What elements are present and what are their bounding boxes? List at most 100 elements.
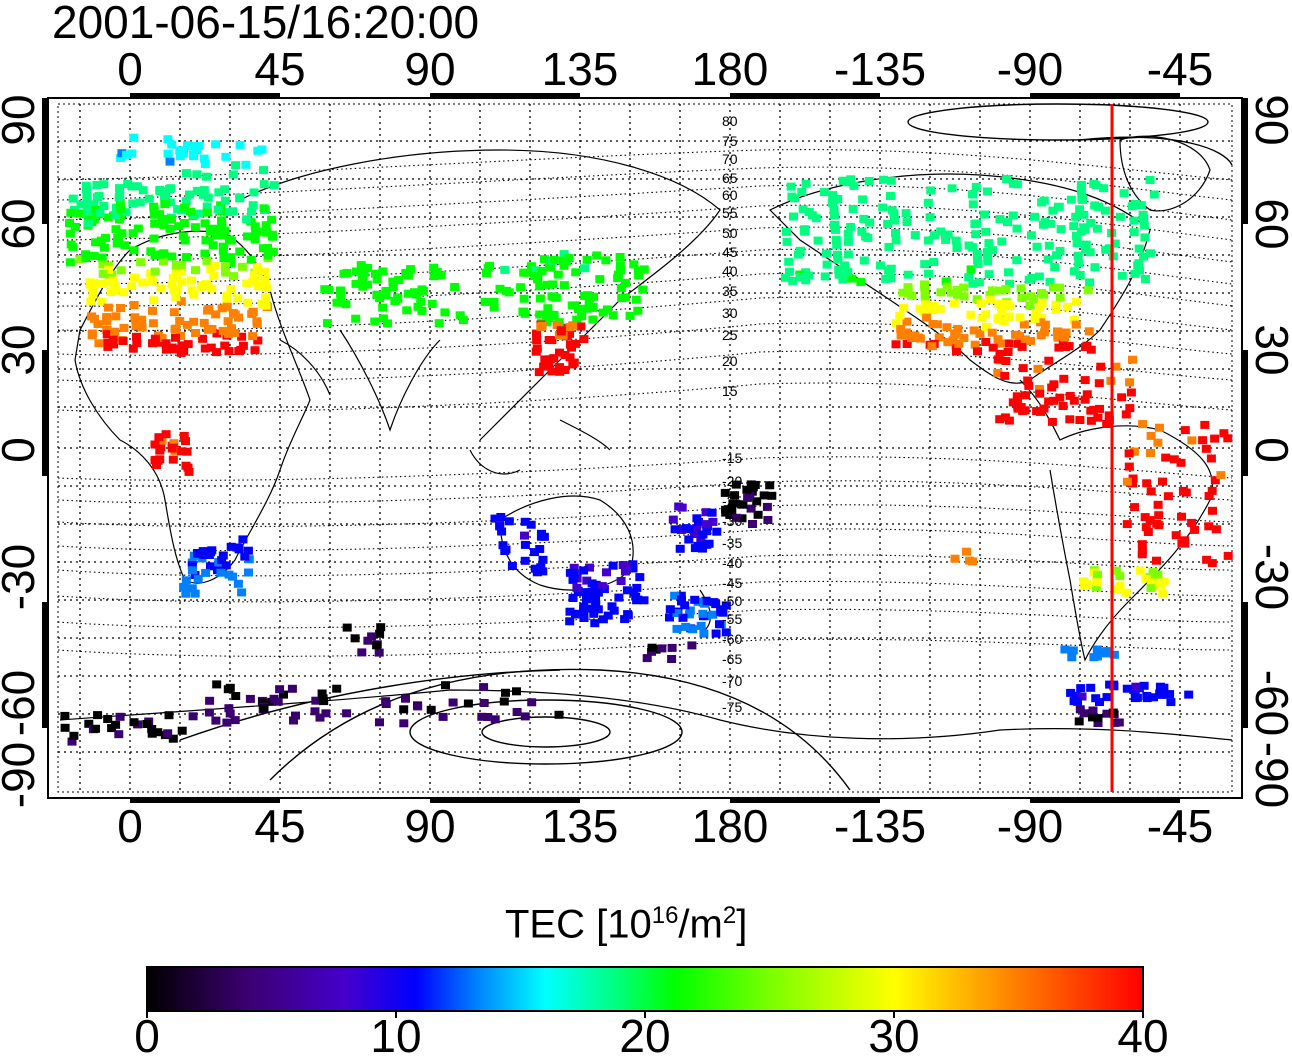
left-lat-label: 90	[0, 94, 44, 145]
tec-cell	[829, 211, 839, 219]
tec-cell	[746, 504, 756, 513]
tec-cell	[1121, 588, 1131, 597]
tec-cell	[1145, 516, 1155, 525]
tec-cell	[577, 588, 587, 597]
tec-cell	[702, 527, 712, 536]
tec-cell	[135, 198, 145, 207]
tec-cell	[83, 208, 93, 217]
tec-cell	[995, 349, 1005, 358]
tec-cell	[902, 317, 912, 326]
tec-cell	[201, 568, 211, 577]
tec-cell	[979, 210, 989, 219]
tec-cell	[622, 586, 632, 595]
tec-cell	[235, 247, 245, 256]
tec-cell	[127, 282, 137, 291]
tec-cell	[1137, 540, 1147, 549]
tec-cell	[185, 190, 194, 199]
contour-value-label: -55	[722, 611, 742, 627]
tec-cell	[1086, 683, 1096, 692]
tec-cell	[1067, 653, 1077, 662]
tec-cell	[342, 623, 352, 632]
tec-cell	[1155, 423, 1164, 432]
tec-cell	[634, 271, 644, 280]
tec-cell	[200, 219, 210, 228]
tec-cell	[88, 290, 98, 299]
tec-cell	[786, 182, 796, 191]
tec-cell	[767, 491, 777, 500]
tec-cell	[108, 276, 118, 285]
tec-cell	[168, 734, 178, 743]
tec-cell	[1048, 206, 1058, 215]
tec-cell	[1002, 175, 1012, 184]
tec-cell	[448, 698, 458, 707]
tec-cell	[450, 283, 460, 291]
tec-cell	[886, 176, 896, 185]
tec-cell	[968, 279, 978, 288]
tec-cell	[98, 260, 108, 269]
contour-value-label: -60	[722, 631, 742, 647]
tec-cell	[243, 298, 253, 307]
tec-cell	[128, 199, 138, 208]
tec-cell	[590, 619, 600, 628]
tec-cell	[109, 333, 118, 342]
tec-cell	[161, 430, 171, 439]
tec-cell	[635, 573, 645, 582]
tec-cell	[383, 319, 392, 328]
tec-cell	[210, 261, 220, 270]
tec-cell	[1053, 327, 1062, 336]
tec-cell	[620, 567, 630, 576]
tec-cell	[901, 209, 911, 218]
tec-cell	[1074, 259, 1084, 268]
tec-cell	[116, 266, 126, 275]
tec-cell	[843, 250, 853, 259]
tec-cell	[200, 249, 210, 258]
tec-colorbar	[146, 966, 1144, 1012]
tec-cell	[269, 181, 279, 190]
tec-cell	[1080, 395, 1090, 404]
top-lon-label: -135	[834, 43, 926, 95]
tec-cell	[665, 613, 674, 622]
tec-cell	[245, 694, 255, 703]
tec-cell	[638, 285, 648, 294]
tec-cell	[402, 306, 412, 315]
tec-cell	[94, 339, 104, 348]
tec-cell	[1083, 286, 1093, 295]
tec-cell	[168, 455, 178, 464]
tec-cell	[832, 240, 842, 249]
tec-cell	[859, 256, 869, 265]
tec-cell	[535, 310, 545, 319]
tec-cell	[1149, 190, 1159, 199]
tec-cell	[371, 269, 380, 278]
tec-cell	[68, 242, 78, 251]
tec-cell	[534, 368, 544, 377]
tec-cell	[520, 540, 530, 549]
tec-cell	[546, 355, 556, 364]
tec-cell	[1207, 559, 1217, 568]
tec-cell	[166, 215, 176, 224]
tec-cell	[1161, 453, 1171, 462]
tec-cell	[499, 697, 509, 706]
tec-cell	[964, 273, 974, 282]
tec-cell	[589, 292, 599, 301]
tec-cell	[1139, 213, 1149, 222]
tec-cell	[198, 551, 208, 559]
tec-cell	[615, 261, 625, 270]
tec-cell	[721, 508, 731, 517]
tec-cell	[977, 314, 987, 323]
tec-cell	[951, 236, 961, 245]
tec-cell	[147, 729, 157, 738]
tec-cell	[540, 355, 550, 364]
tec-cell	[903, 284, 913, 293]
tec-cell	[579, 566, 589, 575]
tec-cell	[1039, 196, 1049, 205]
tec-cell	[206, 548, 216, 557]
tec-cell	[1032, 242, 1042, 251]
tec-cell	[795, 273, 805, 281]
tec-cell	[1011, 330, 1021, 339]
tec-cell	[463, 699, 473, 708]
tec-cell	[707, 508, 717, 517]
tec-cell	[438, 712, 448, 721]
tec-cell	[95, 208, 105, 217]
tec-cell	[891, 229, 900, 237]
tec-cell	[915, 334, 925, 343]
